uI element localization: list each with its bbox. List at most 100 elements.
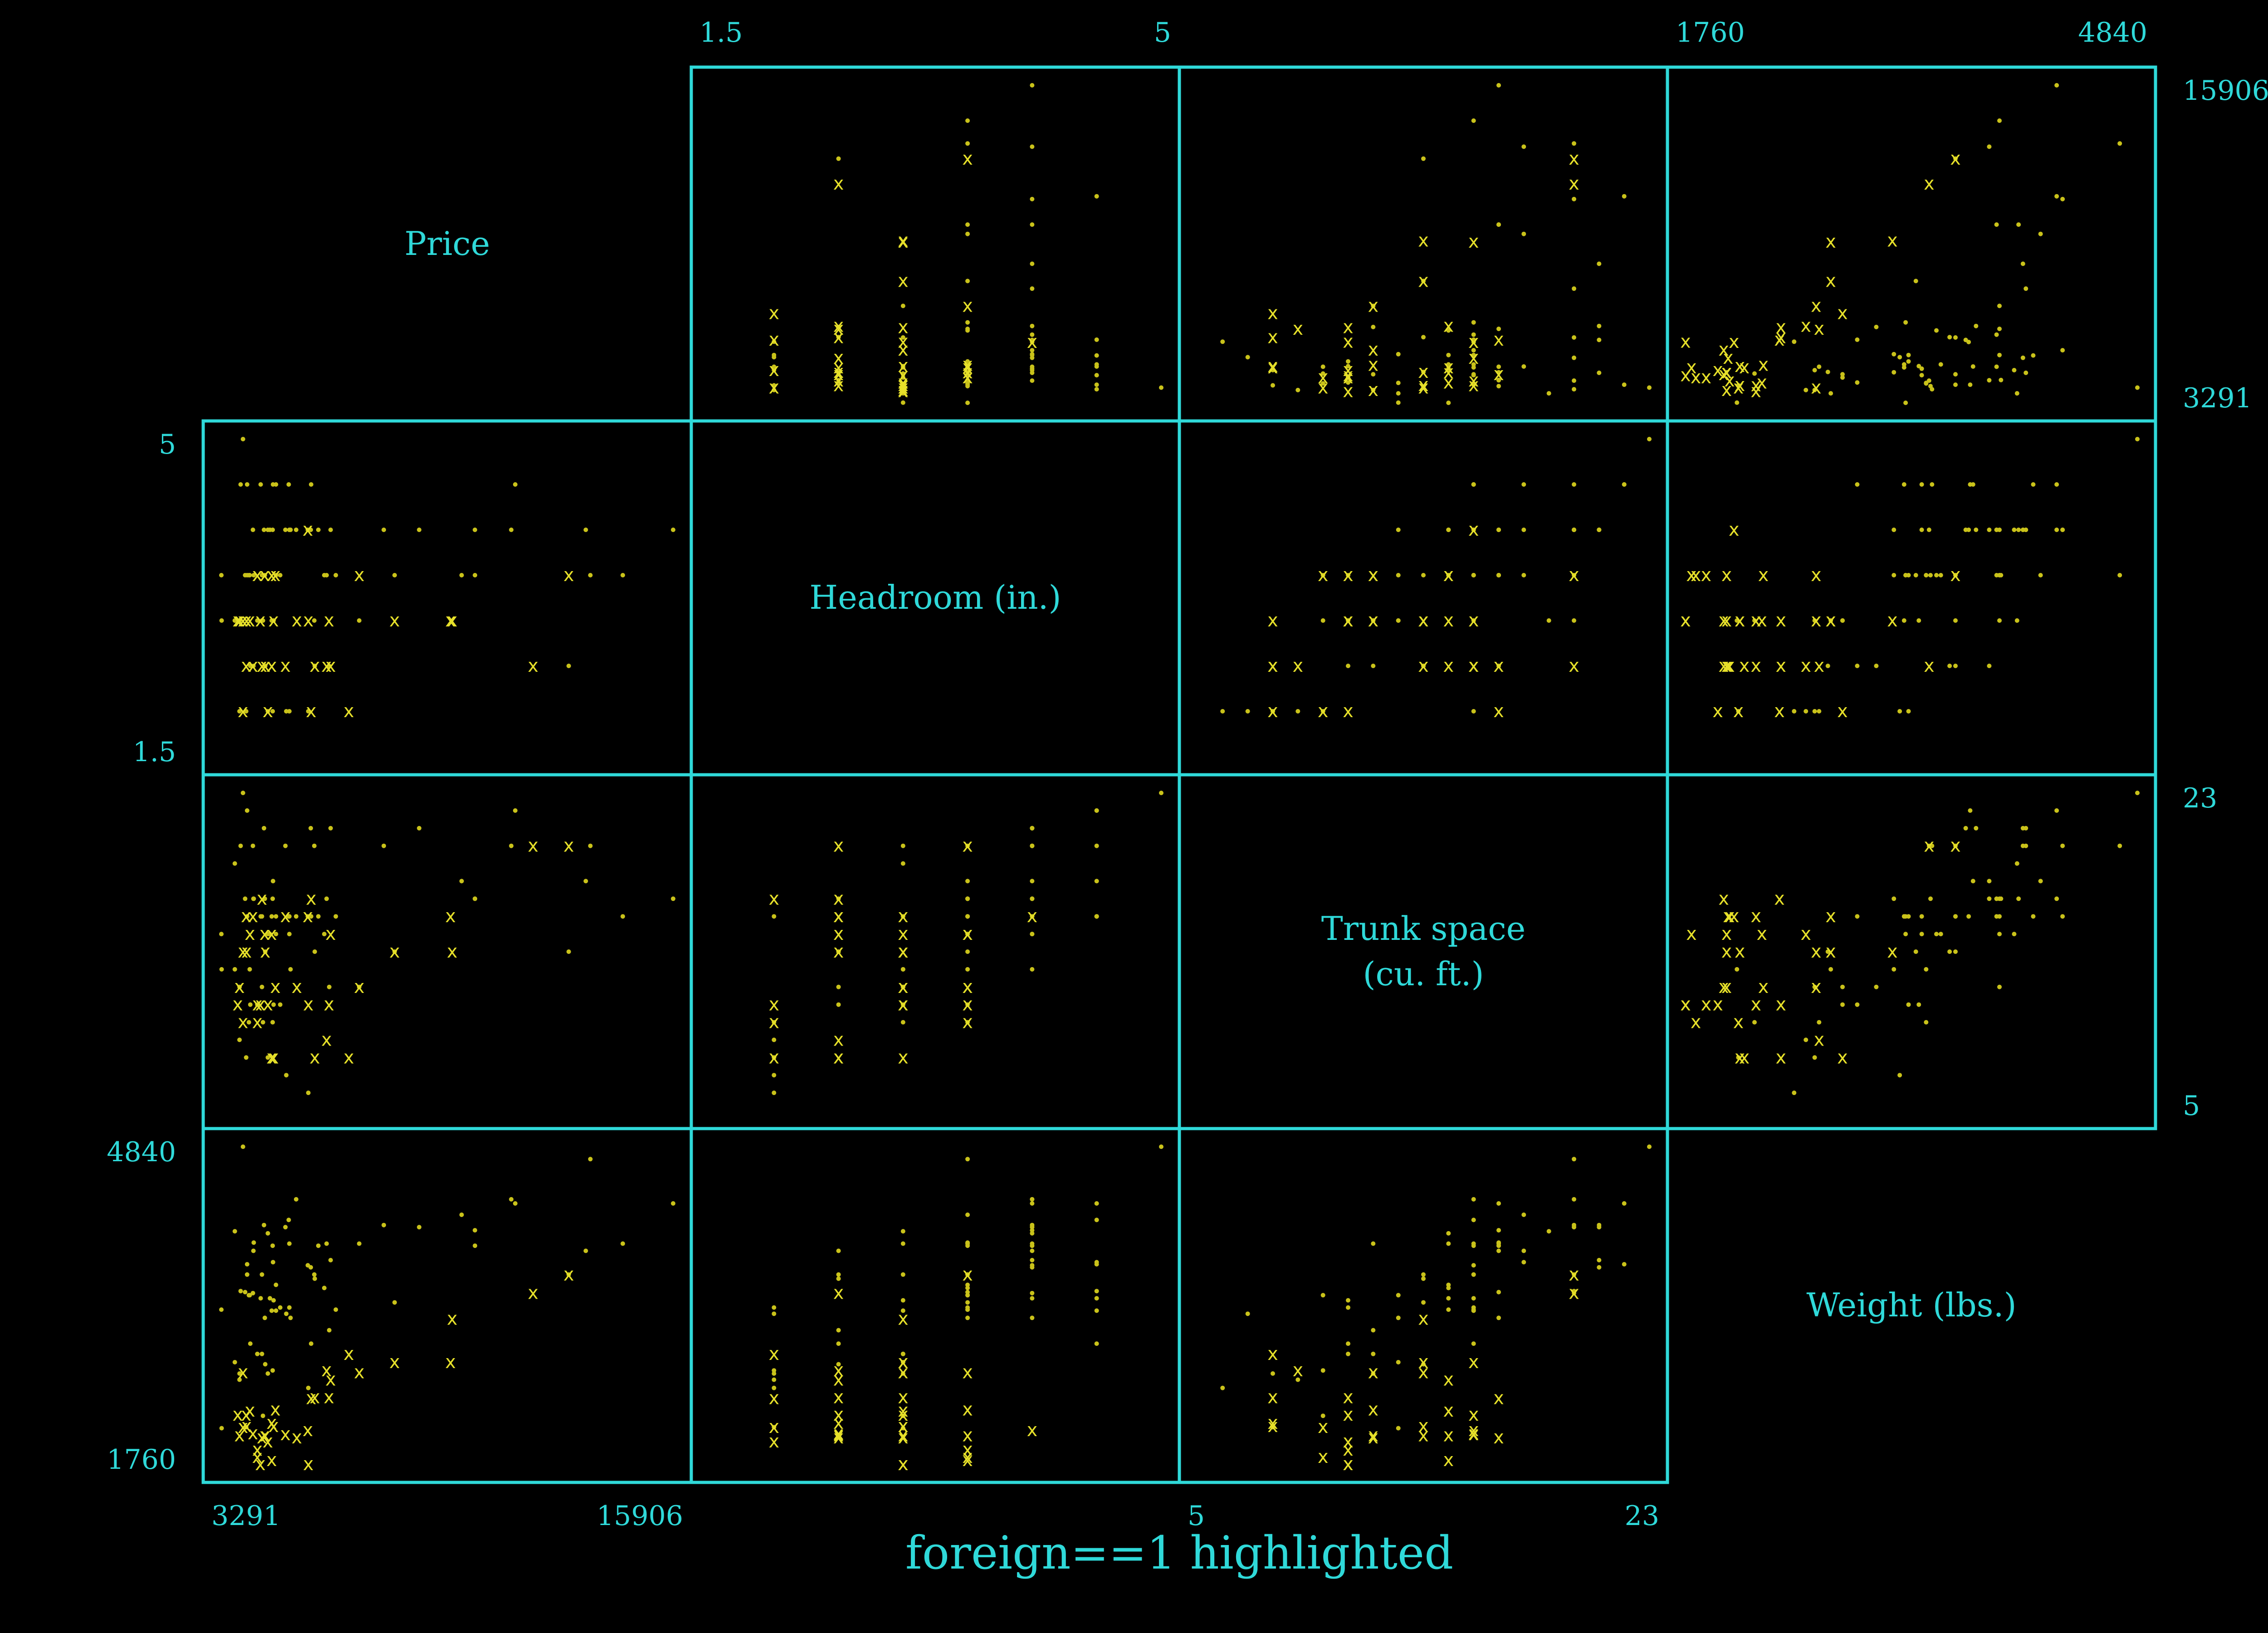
point-foreign: x (1774, 888, 1785, 909)
point-domestic (1901, 482, 1906, 487)
point-domestic (836, 896, 841, 901)
point-foreign: x (962, 357, 973, 378)
point-foreign: x (248, 906, 259, 927)
point-domestic (259, 618, 264, 623)
point-foreign: x (1292, 318, 1303, 339)
point-domestic (1471, 1296, 1476, 1301)
point-foreign: x (238, 610, 249, 631)
point-domestic (1647, 437, 1652, 441)
point-domestic (1346, 573, 1350, 577)
point-domestic (965, 1286, 970, 1291)
point-domestic (246, 1293, 251, 1298)
point-domestic (1546, 391, 1551, 396)
point-domestic (1987, 144, 1992, 149)
point-foreign: x (1468, 1352, 1479, 1373)
point-foreign: x (898, 331, 909, 352)
point-domestic (1245, 355, 1250, 360)
point-foreign: x (962, 367, 973, 388)
point-domestic (259, 1272, 264, 1277)
point-domestic (1792, 339, 1797, 344)
point-domestic (965, 1020, 970, 1025)
point-domestic (1030, 261, 1035, 266)
point-foreign: x (833, 318, 844, 339)
point-domestic (1396, 618, 1401, 623)
point-domestic (2060, 528, 2065, 532)
point-foreign: x (1368, 565, 1378, 586)
point-domestic (1622, 482, 1627, 487)
point-foreign: x (833, 357, 844, 378)
point-foreign: x (325, 924, 336, 944)
y-tick-max-headroom: 5 (159, 429, 176, 460)
point-domestic (1572, 573, 1576, 577)
point-domestic (381, 528, 386, 532)
point-foreign: x (1493, 1388, 1504, 1409)
point-domestic (1597, 337, 1602, 342)
point-domestic (900, 1351, 905, 1356)
point-foreign: x (445, 610, 456, 631)
point-domestic (1320, 573, 1325, 577)
point-domestic (1874, 324, 1879, 329)
point-domestic (1855, 337, 1860, 342)
matrix-cell-weight-vs-trunk (1178, 1127, 1669, 1484)
point-domestic (219, 573, 224, 577)
point-domestic (2024, 370, 2028, 375)
point-domestic (1521, 231, 1526, 236)
point-domestic (1812, 709, 1817, 714)
point-domestic (583, 528, 588, 532)
variable-label-line: Trunk space (1321, 909, 1526, 948)
point-domestic (237, 984, 242, 989)
point-foreign: x (768, 360, 779, 381)
point-domestic (1471, 353, 1476, 358)
point-domestic (900, 1413, 905, 1418)
point-foreign: x (238, 1012, 249, 1033)
point-domestic (1926, 528, 1931, 532)
point-domestic (283, 1225, 288, 1230)
point-foreign: x (263, 701, 274, 722)
point-foreign: x (898, 906, 909, 927)
point-foreign: x (962, 1264, 973, 1285)
point-domestic (1446, 1241, 1451, 1246)
point-foreign: x (252, 1012, 263, 1033)
point-domestic (1094, 353, 1099, 358)
matrix-cells (201, 65, 2157, 1484)
point-foreign: x (898, 1387, 909, 1408)
point-foreign: x (303, 610, 314, 631)
point-domestic (1094, 337, 1099, 342)
point-domestic (1471, 1243, 1476, 1248)
point-foreign: x (1724, 370, 1735, 391)
point-domestic (1295, 709, 1300, 714)
point-foreign: x (1721, 924, 1732, 944)
point-foreign: x (1718, 977, 1729, 997)
point-foreign: x (1723, 655, 1734, 676)
point-foreign: x (1292, 655, 1303, 676)
point-domestic (240, 791, 245, 795)
point-domestic (1597, 370, 1602, 375)
point-domestic (268, 1296, 273, 1301)
point-foreign: x (962, 1447, 973, 1467)
point-domestic (1346, 1305, 1350, 1310)
point-domestic (965, 949, 970, 954)
point-domestic (255, 1002, 260, 1007)
point-foreign: x (266, 1413, 277, 1433)
point-domestic (1446, 368, 1451, 372)
point-domestic (965, 914, 970, 919)
point-domestic (1919, 528, 1924, 532)
point-domestic (1496, 1241, 1501, 1246)
point-foreign: x (1493, 655, 1504, 676)
point-domestic (251, 573, 256, 577)
point-foreign: x (1468, 332, 1479, 352)
point-domestic (1094, 1308, 1099, 1313)
point-domestic (1496, 364, 1501, 369)
point-foreign: x (898, 924, 909, 944)
point-foreign: x (234, 1425, 245, 1446)
point-domestic (2117, 573, 2122, 577)
point-foreign: x (1318, 367, 1329, 388)
point-foreign: x (354, 977, 365, 997)
point-domestic (1994, 222, 1999, 227)
point-domestic (1030, 368, 1035, 372)
point-domestic (1371, 1328, 1376, 1333)
point-domestic (1271, 709, 1275, 714)
point-foreign: x (266, 1047, 277, 1068)
point-domestic (1471, 1308, 1476, 1313)
point-domestic (621, 914, 625, 919)
